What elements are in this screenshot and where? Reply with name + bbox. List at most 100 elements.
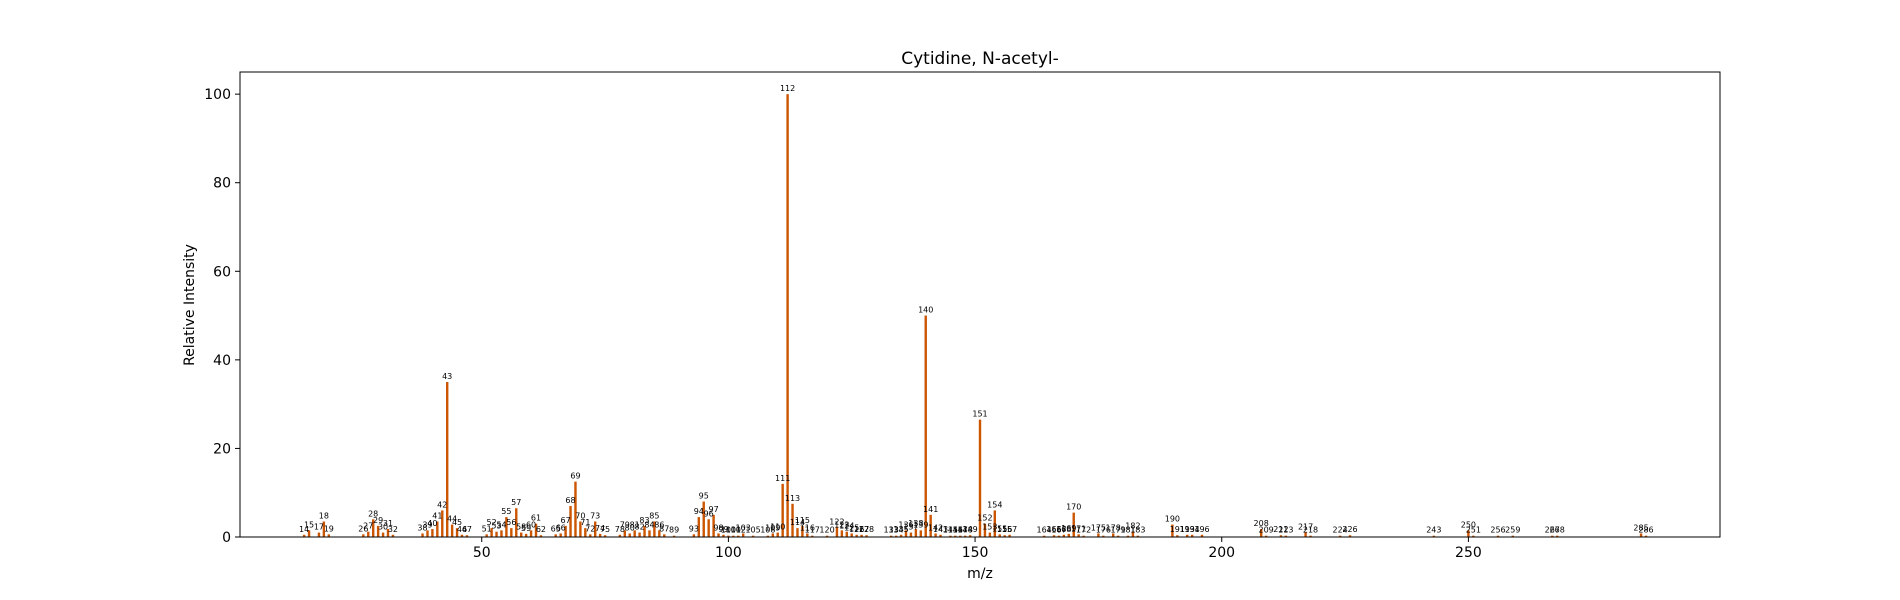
peak-bar-140: [924, 315, 927, 537]
peak-bar-115: [801, 525, 804, 537]
peak-label-81: 81: [630, 520, 640, 529]
peak-bar-74: [598, 533, 602, 537]
peak-label-32: 32: [388, 525, 398, 534]
peak-bar-153: [988, 532, 992, 537]
peak-bar-124: [845, 531, 848, 537]
peak-label-176: 176: [1096, 526, 1111, 535]
peak-bar-157: [1008, 534, 1011, 537]
peak-label-256: 256: [1490, 526, 1505, 535]
peak-bar-196: [1200, 534, 1204, 537]
peak-label-166: 166: [1046, 525, 1061, 534]
peak-label-127: 127: [854, 525, 869, 534]
peak-label-175: 175: [1091, 523, 1106, 532]
peak-label-75: 75: [600, 525, 610, 534]
peak-bar-194: [1190, 534, 1194, 537]
x-tick-label-200: 200: [1208, 545, 1235, 561]
peak-bar-60: [529, 530, 533, 537]
peak-bar-98: [717, 533, 720, 537]
peak-bar-155: [998, 534, 1001, 537]
peak-label-151: 151: [972, 410, 987, 419]
peak-label-53: 53: [491, 522, 501, 531]
peak-label-142: 142: [928, 523, 943, 532]
peak-label-111: 111: [775, 474, 790, 483]
peak-label-14: 14: [299, 525, 309, 534]
peak-bar-156: [1003, 535, 1006, 537]
peak-bar-86: [658, 530, 661, 537]
peak-label-178: 178: [1106, 523, 1121, 532]
peak-label-103: 103: [736, 523, 751, 532]
peak-bar-40: [431, 529, 434, 537]
peak-label-83: 83: [639, 516, 649, 525]
y-tick-label-100: 100: [204, 87, 231, 103]
peak-label-38: 38: [417, 523, 427, 532]
peak-label-286: 286: [1638, 526, 1653, 535]
y-tick-label-40: 40: [213, 353, 231, 369]
peak-bar-103: [742, 533, 745, 537]
peak-bar-123: [840, 530, 844, 537]
peak-label-47: 47: [462, 525, 472, 534]
peak-bar-97: [712, 514, 715, 537]
peak-bar-176: [1102, 535, 1105, 537]
y-tick-label-80: 80: [213, 176, 231, 192]
peak-label-43: 43: [442, 372, 452, 381]
peak-bar-43: [446, 382, 449, 537]
peak-label-116: 116: [800, 523, 815, 532]
peak-label-65: 65: [551, 524, 561, 533]
peak-label-115: 115: [795, 516, 810, 525]
peak-bar-111: [781, 483, 784, 537]
peak-bar-95: [702, 501, 705, 537]
peak-bar-65: [554, 534, 557, 537]
peak-label-212: 212: [1273, 525, 1288, 534]
peak-label-181: 181: [1120, 526, 1135, 535]
peak-bar-268: [1556, 535, 1559, 537]
peak-label-86: 86: [654, 520, 664, 529]
peak-bar-178: [1112, 533, 1115, 537]
peak-label-52: 52: [487, 518, 497, 527]
peak-label-190: 190: [1165, 515, 1180, 524]
peak-label-42: 42: [437, 500, 447, 509]
peak-bar-122: [835, 527, 839, 537]
peak-bar-141: [929, 514, 932, 537]
peak-bar-96: [707, 519, 710, 537]
y-tick-label-0: 0: [222, 530, 231, 546]
peak-bar-30: [381, 532, 385, 537]
peak-label-124: 124: [839, 522, 854, 531]
peak-bar-45: [455, 528, 459, 537]
peak-bar-47: [465, 535, 469, 537]
peak-bar-175: [1097, 533, 1100, 537]
peak-label-60: 60: [526, 520, 536, 529]
peak-bar-73: [594, 521, 597, 537]
peak-bar-116: [806, 533, 809, 537]
peak-label-141: 141: [923, 505, 938, 514]
peak-label-143: 143: [933, 525, 948, 534]
peak-bar-256: [1496, 535, 1500, 537]
peak-bar-226: [1348, 535, 1352, 537]
peak-bar-53: [495, 531, 498, 537]
peak-bar-137: [909, 532, 913, 537]
peak-bar-18: [322, 521, 326, 537]
peak-label-128: 128: [859, 525, 874, 534]
peak-bar-29: [376, 525, 380, 537]
peak-label-89: 89: [669, 526, 679, 535]
peak-label-137: 137: [903, 523, 918, 532]
peak-label-58: 58: [516, 523, 526, 532]
peak-label-54: 54: [496, 520, 506, 529]
peak-label-125: 125: [844, 523, 859, 532]
peak-bar-81: [633, 530, 636, 537]
peak-bar-84: [648, 530, 651, 537]
peak-bar-135: [899, 534, 903, 537]
peak-label-61: 61: [531, 514, 541, 523]
peak-label-170: 170: [1066, 503, 1081, 512]
peak-label-66: 66: [556, 523, 566, 532]
peak-label-56: 56: [506, 518, 516, 527]
peak-bar-31: [386, 529, 390, 537]
peak-bar-38: [421, 533, 424, 537]
peak-bar-213: [1284, 535, 1288, 537]
peak-bar-164: [1042, 535, 1046, 537]
peak-bar-56: [510, 528, 513, 537]
peak-bar-41: [436, 521, 439, 537]
peak-bar-133: [890, 535, 893, 537]
y-axis-title: Relative Intensity: [182, 244, 198, 366]
peak-bar-127: [860, 534, 863, 537]
